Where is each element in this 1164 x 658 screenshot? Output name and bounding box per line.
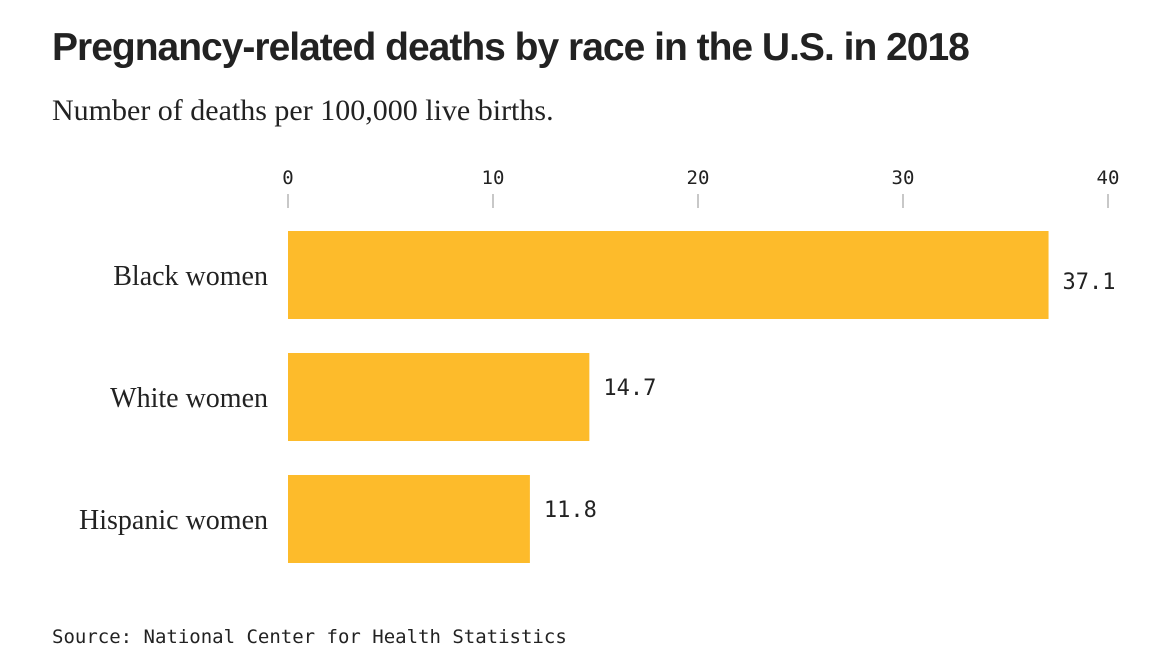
x-tick-label: 0 [282, 167, 293, 189]
bar [288, 231, 1049, 319]
bar [288, 353, 590, 441]
chart-subtitle: Number of deaths per 100,000 live births… [52, 94, 554, 127]
category-label: Hispanic women [79, 505, 268, 536]
chart-title: Pregnancy-related deaths by race in the … [52, 26, 970, 69]
x-tick-label: 10 [482, 167, 505, 189]
bar [288, 475, 530, 563]
x-axis: 0 10 20 30 40 [282, 167, 1119, 208]
value-label: 11.8 [544, 498, 597, 523]
category-label: Black women [113, 261, 268, 292]
value-label: 14.7 [603, 376, 656, 401]
category-label: White women [110, 383, 268, 414]
x-tick-label: 20 [687, 167, 710, 189]
x-tick-label: 30 [892, 167, 915, 189]
source-note: Source: National Center for Health Stati… [52, 626, 567, 648]
bars: Black women 37.1 White women 14.7 Hispanic w… [79, 231, 1116, 563]
x-tick-label: 40 [1097, 167, 1120, 189]
value-label: 37.1 [1063, 270, 1116, 295]
